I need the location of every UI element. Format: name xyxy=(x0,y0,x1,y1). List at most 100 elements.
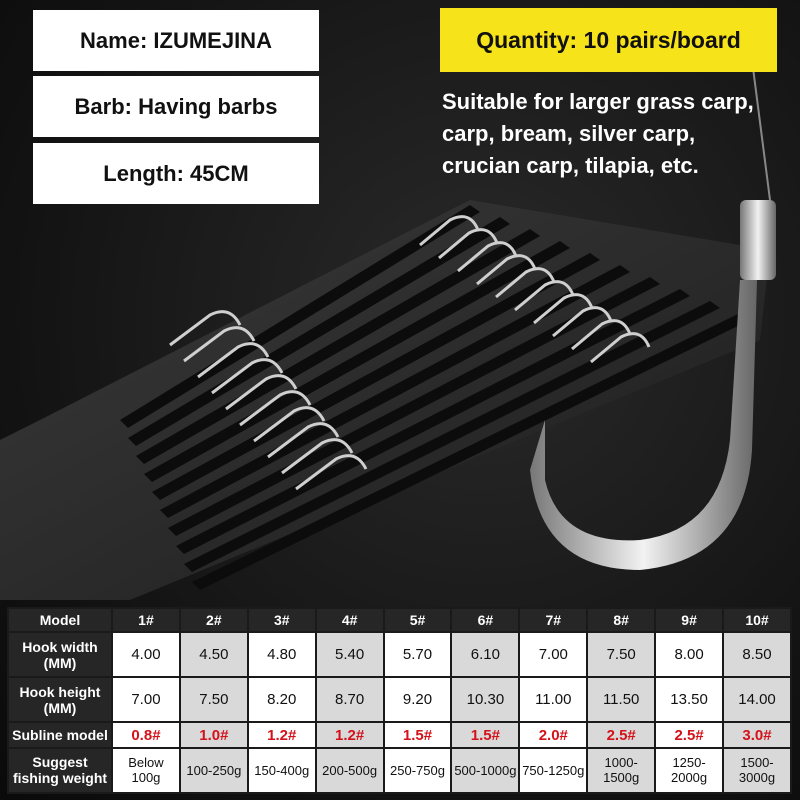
table-cell: 0.8# xyxy=(111,721,181,749)
small-hook-icon xyxy=(552,306,613,338)
table-cell: 150-400g xyxy=(246,746,317,795)
table-cell: 4.80 xyxy=(246,630,317,679)
description-line: Suitable for larger grass carp, xyxy=(442,89,754,114)
table-cell: 5.70 xyxy=(382,630,453,679)
model-header: 1# xyxy=(111,607,181,633)
spec-table: Model 1# 2# 3# 4# 5# 6# 7# 8# 9# 10# Hook width (MM… xyxy=(7,607,792,795)
board-slot xyxy=(120,205,480,428)
table-cell: 1500-3000g xyxy=(722,746,792,795)
large-hook xyxy=(530,59,776,570)
board-slot xyxy=(152,253,600,500)
small-hook-icon xyxy=(197,342,270,379)
table-cell: 11.50 xyxy=(586,676,657,724)
table-cell: 100-250g xyxy=(178,746,249,795)
board-slot xyxy=(184,301,720,572)
model-header: 5# xyxy=(382,607,453,633)
table-cell: 8.00 xyxy=(654,630,725,679)
row-label: Hook width (MM) xyxy=(7,630,113,679)
table-cell: 500-1000g xyxy=(450,746,521,795)
quantity-badge: Quantity: 10 pairs/board xyxy=(440,8,777,72)
table-cell: 9.20 xyxy=(382,676,453,724)
board-slot xyxy=(160,265,630,518)
model-header: 9# xyxy=(654,607,725,633)
model-header: 6# xyxy=(450,607,521,633)
board-slot xyxy=(168,277,660,536)
table-cell: 7.00 xyxy=(518,630,589,679)
small-hook-icon xyxy=(239,390,312,427)
small-hook-icon xyxy=(533,293,594,325)
board-slot xyxy=(192,313,750,590)
table-cell: 7.50 xyxy=(178,676,249,724)
small-hook-icon xyxy=(590,332,651,364)
table-cell: 1250-2000g xyxy=(654,746,725,795)
board-slot xyxy=(176,289,690,554)
table-row: Subline model 0.8# 1.0# 1.2# 1.2# 1.5# 1.5# 2.0… xyxy=(7,721,792,749)
small-hook-icon xyxy=(183,326,256,363)
table-cell: 200-500g xyxy=(314,746,385,795)
row-label: Suggest fishing weight xyxy=(7,746,113,795)
table-cell: 7.50 xyxy=(586,630,657,679)
table-cell: 1.5# xyxy=(382,721,453,749)
name-label: Name: IZUMEJINA xyxy=(33,10,319,71)
table-cell: 10.30 xyxy=(450,676,521,724)
board-slot xyxy=(128,217,510,446)
table-cell: 13.50 xyxy=(654,676,725,724)
suitability-description: Suitable for larger grass carp, carp, br… xyxy=(442,86,800,182)
table-cell: 750-1250g xyxy=(518,746,589,795)
table-row: Hook height (MM) 7.00 7.50 8.20 8.70 9.20 10.3… xyxy=(7,676,792,724)
small-hook-icon xyxy=(267,422,340,459)
table-cell: 250-750g xyxy=(382,746,453,795)
small-hook-icon xyxy=(295,454,368,491)
barb-label: Barb: Having barbs xyxy=(33,76,319,137)
small-hook-icon xyxy=(438,228,499,260)
table-header-row: Model 1# 2# 3# 4# 5# 6# 7# 8# 9# 10# xyxy=(7,607,792,633)
table-cell: Below 100g xyxy=(111,746,181,795)
table-cell: 4.00 xyxy=(111,630,181,679)
small-hook-icon xyxy=(476,254,537,286)
table-cell: 8.20 xyxy=(246,676,317,724)
small-hook-icon xyxy=(514,280,575,312)
description-line: crucian carp, tilapia, etc. xyxy=(442,153,699,178)
table-cell: 1.5# xyxy=(450,721,521,749)
table-cell: 4.50 xyxy=(178,630,249,679)
model-label: Model xyxy=(7,607,113,633)
table-cell: 2.5# xyxy=(654,721,725,749)
table-cell: 1.2# xyxy=(314,721,385,749)
table-cell: 14.00 xyxy=(722,676,792,724)
table-cell: 1000-1500g xyxy=(586,746,657,795)
model-header: 3# xyxy=(246,607,317,633)
table-row: Suggest fishing weight Below 100g 100-250g… xyxy=(7,746,792,795)
board-slot xyxy=(136,229,540,464)
table-cell: 5.40 xyxy=(314,630,385,679)
table-cell: 2.0# xyxy=(518,721,589,749)
board-slot xyxy=(144,241,570,482)
small-hook-icon xyxy=(253,406,326,443)
model-header: 8# xyxy=(586,607,657,633)
small-hook-icon xyxy=(169,310,242,347)
small-hook-icon xyxy=(457,241,518,273)
model-header: 7# xyxy=(518,607,589,633)
table-cell: 2.5# xyxy=(586,721,657,749)
table-cell: 3.0# xyxy=(722,721,792,749)
length-label: Length: 45CM xyxy=(33,143,319,204)
small-hook-icon xyxy=(225,374,298,411)
description-line: carp, bream, silver carp, xyxy=(442,121,696,146)
small-hook-icon xyxy=(419,215,480,247)
table-cell: 7.00 xyxy=(111,676,181,724)
table-cell: 8.70 xyxy=(314,676,385,724)
small-hook-icon xyxy=(211,358,284,395)
small-hook-icon xyxy=(495,267,556,299)
table-row: Hook width (MM) 4.00 4.50 4.80 5.40 5.70 6.10 7… xyxy=(7,630,792,679)
small-hook-icon xyxy=(571,319,632,351)
table-cell: 1.0# xyxy=(178,721,249,749)
row-label: Subline model xyxy=(7,721,113,749)
model-header: 2# xyxy=(178,607,249,633)
table-cell: 1.2# xyxy=(246,721,317,749)
table-cell: 11.00 xyxy=(518,676,589,724)
model-header: 10# xyxy=(722,607,792,633)
row-label: Hook height (MM) xyxy=(7,676,113,724)
model-header: 4# xyxy=(314,607,385,633)
small-hook-icon xyxy=(281,438,354,475)
table-cell: 8.50 xyxy=(722,630,792,679)
